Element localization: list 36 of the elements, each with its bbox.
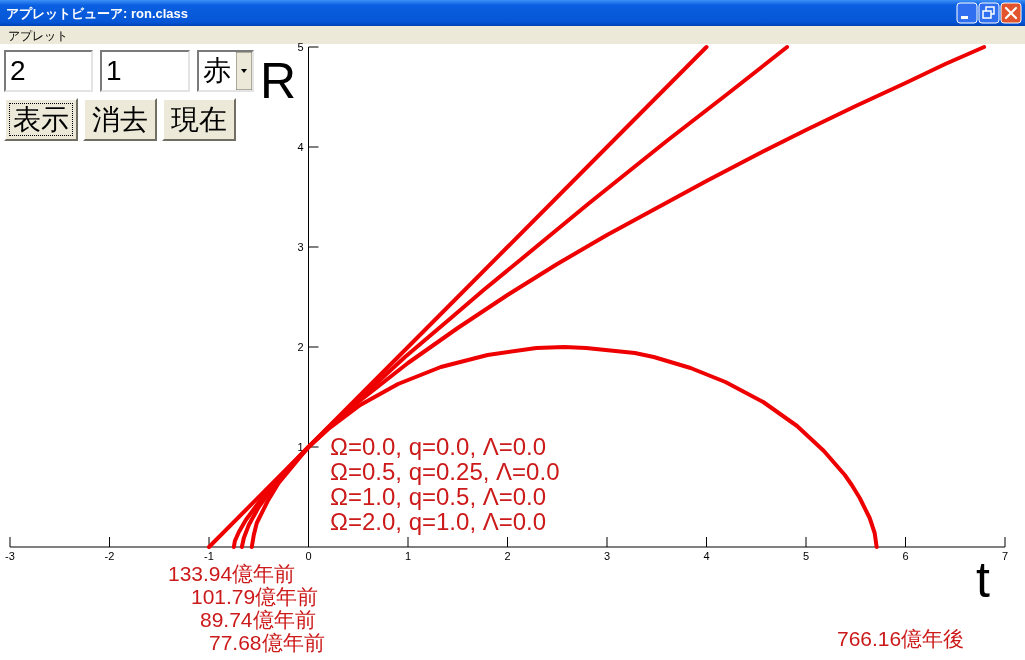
y-tick-label: 2 xyxy=(297,341,304,353)
annotation: Ω=0.0, q=0.0, Λ=0.0 xyxy=(330,433,547,460)
x-tick-label: 7 xyxy=(1001,550,1009,562)
annotation: 2 xyxy=(10,55,26,86)
button: 現在 xyxy=(162,98,236,141)
text: 766.16億年後 xyxy=(837,627,965,650)
text: 77.68億年前 xyxy=(209,631,325,654)
x-tick-label: -3 xyxy=(5,550,15,562)
x-tick-label: -1 xyxy=(204,550,214,562)
text: 89.74億年前 xyxy=(200,608,316,631)
text: 133.94億年前 xyxy=(168,562,296,585)
y-tick-label: 5 xyxy=(297,41,304,53)
text: アプレット xyxy=(8,29,68,43)
x-tick-label: 0 xyxy=(305,550,312,562)
x-tick-label: 3 xyxy=(603,550,611,562)
button: 消去 xyxy=(83,98,157,141)
annotation: 現在 xyxy=(171,103,227,135)
y-tick-label: 3 xyxy=(297,241,304,253)
text-field: 1 xyxy=(100,50,190,92)
x-tick-label: 5 xyxy=(802,550,810,562)
y-axis-title: R xyxy=(260,53,297,109)
text-field: 2 xyxy=(4,50,93,92)
annotation: 赤 xyxy=(203,55,231,86)
dropdown-select: 赤 xyxy=(197,50,254,92)
chart-title: アプレットビューア: ron.class xyxy=(6,6,189,21)
x-tick-label: -2 xyxy=(104,550,115,562)
annotation: 消去 xyxy=(92,103,148,135)
button: 表示 xyxy=(4,98,78,141)
annotation: 1 xyxy=(106,55,122,86)
x-axis-title: t xyxy=(976,552,990,608)
x-tick-label: 1 xyxy=(404,550,412,562)
text: 101.79億年前 xyxy=(191,585,319,608)
x-tick-label: 6 xyxy=(902,550,909,562)
x-tick-label: 2 xyxy=(504,550,511,562)
y-tick-label: 4 xyxy=(297,141,304,153)
x-tick-label: 4 xyxy=(703,550,710,562)
